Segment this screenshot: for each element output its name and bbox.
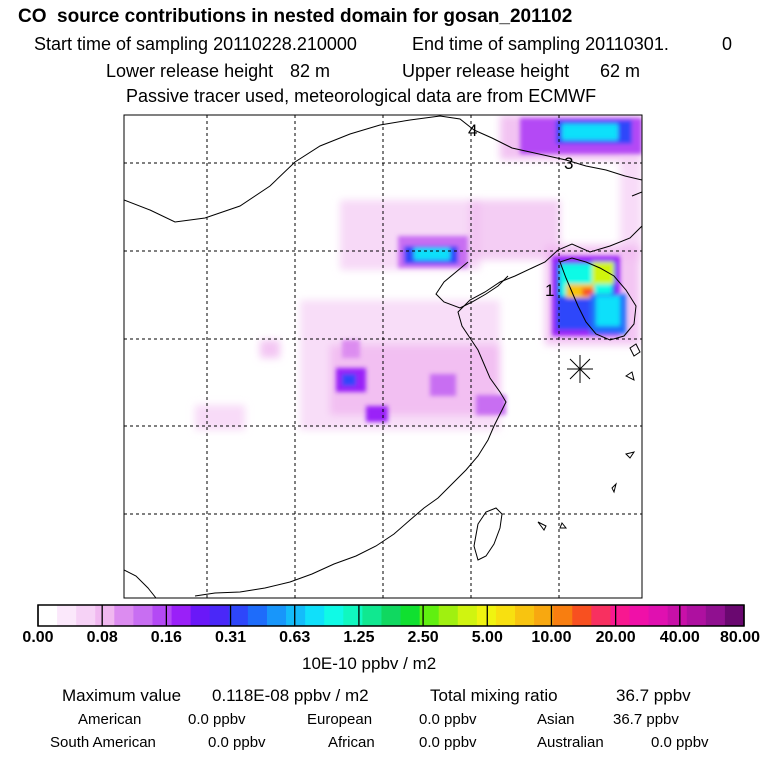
colorbar-swatch [133, 605, 153, 626]
colorbar-tick-label: 40.00 [659, 629, 700, 646]
colorbar-swatch [667, 605, 688, 626]
region-australian-name: Australian [537, 734, 604, 751]
colorbar-tick-label: 20.00 [595, 629, 636, 646]
plot-title: CO source contributions in nested domain… [18, 6, 573, 27]
colorbar-tick-label: 2.50 [407, 629, 439, 646]
colorbar-swatch [343, 605, 363, 626]
region-australian-value: 0.0 ppbv [651, 734, 709, 751]
end-time-suffix: 0 [722, 34, 733, 54]
colorbar-swatch [266, 605, 287, 626]
colorbar-swatch [171, 605, 192, 626]
colorbar-tick-label: 5.00 [471, 629, 503, 646]
region-european-value: 0.0 ppbv [419, 711, 477, 728]
colorbar-tick-label: 0.08 [86, 629, 118, 646]
region-african-name: African [328, 734, 375, 751]
colorbar-swatch [553, 605, 573, 626]
colorbar-swatch [419, 605, 440, 626]
colorbar-tick-label: 10.00 [531, 629, 572, 646]
trajectory-markers: 1 3 4 [468, 121, 573, 300]
colorbar-swatch [76, 605, 96, 626]
colorbar-swatch [629, 605, 649, 626]
region-american-name: American [78, 711, 142, 728]
colorbar-swatch [152, 605, 172, 626]
region-asian-name: Asian [537, 711, 575, 728]
colorbar-swatch [648, 605, 669, 626]
colorbar-swatch [324, 605, 344, 626]
colorbar-swatch [457, 605, 478, 626]
colorbar-swatch [381, 605, 401, 626]
colorbar-swatch [57, 605, 77, 626]
colorbar-swatch [38, 605, 58, 626]
total-mixing-label: Total mixing ratio [430, 686, 558, 705]
coastlines [124, 115, 642, 598]
colorbar-tick-label: 80.00 [719, 629, 761, 646]
region-asian-value: 36.7 ppbv [613, 711, 679, 728]
lower-height-value: 82 m [290, 61, 331, 81]
colorbar-swatch [686, 605, 707, 626]
region-south-american-name: South American [50, 734, 156, 751]
colorbar-tick-label: 1.25 [343, 629, 375, 646]
marker-1: 1 [545, 281, 554, 300]
colorbar-swatch [515, 605, 535, 626]
upper-height-value: 62 m [600, 61, 641, 81]
colorbar-swatch [591, 605, 611, 626]
tracer-note: Passive tracer used, meteorological data… [126, 86, 597, 106]
max-value-label: Maximum value [62, 686, 182, 705]
colorbar-tick-label: 0.00 [22, 629, 54, 646]
colorbar-swatch [724, 605, 745, 626]
end-time-label: End time of sampling 20110301. [412, 34, 669, 54]
colorbar-swatch [305, 605, 325, 626]
start-time-label: Start time of sampling 20110228.210000 [34, 34, 357, 54]
colorbar-swatch [610, 605, 630, 626]
colorbar-swatch [247, 605, 268, 626]
upper-height-label: Upper release height [402, 61, 570, 81]
colorbar-frame [37, 604, 745, 627]
colorbar-swatch [534, 605, 554, 626]
colorbar-swatch [476, 605, 497, 626]
colorbar-units: 10E-10 ppbv / m2 [302, 654, 437, 673]
map-frame [123, 114, 643, 599]
max-value: 0.118E-08 ppbv / m2 [212, 686, 369, 705]
region-american-value: 0.0 ppbv [188, 711, 246, 728]
colorbar [37, 604, 745, 627]
colorbar-swatch [400, 605, 421, 626]
region-african-value: 0.0 ppbv [419, 734, 477, 751]
colorbar-tick-label: 0.63 [279, 629, 311, 646]
lat-lon-grid [124, 115, 642, 598]
colorbar-tick-label: 0.16 [150, 629, 182, 646]
colorbar-swatch [95, 605, 115, 626]
colorbar-swatch [209, 605, 230, 626]
colorbar-swatch [572, 605, 592, 626]
receptor-asterisk-icon [567, 355, 593, 383]
colorbar-swatch [495, 605, 516, 626]
colorbar-swatch [705, 605, 726, 626]
region-south-american-value: 0.0 ppbv [208, 734, 266, 751]
colorbar-swatch [114, 605, 134, 626]
colorbar-swatch [190, 605, 211, 626]
marker-4: 4 [468, 121, 477, 140]
lower-height-label: Lower release height [106, 61, 274, 81]
marker-3: 3 [564, 154, 573, 173]
colorbar-swatch [228, 605, 249, 626]
colorbar-swatch [362, 605, 382, 626]
colorbar-swatch [438, 605, 459, 626]
total-mixing-value: 36.7 ppbv [616, 686, 691, 705]
colorbar-swatch [286, 605, 306, 626]
colorbar-tick-label: 0.31 [214, 629, 247, 646]
region-european-name: European [307, 711, 373, 728]
